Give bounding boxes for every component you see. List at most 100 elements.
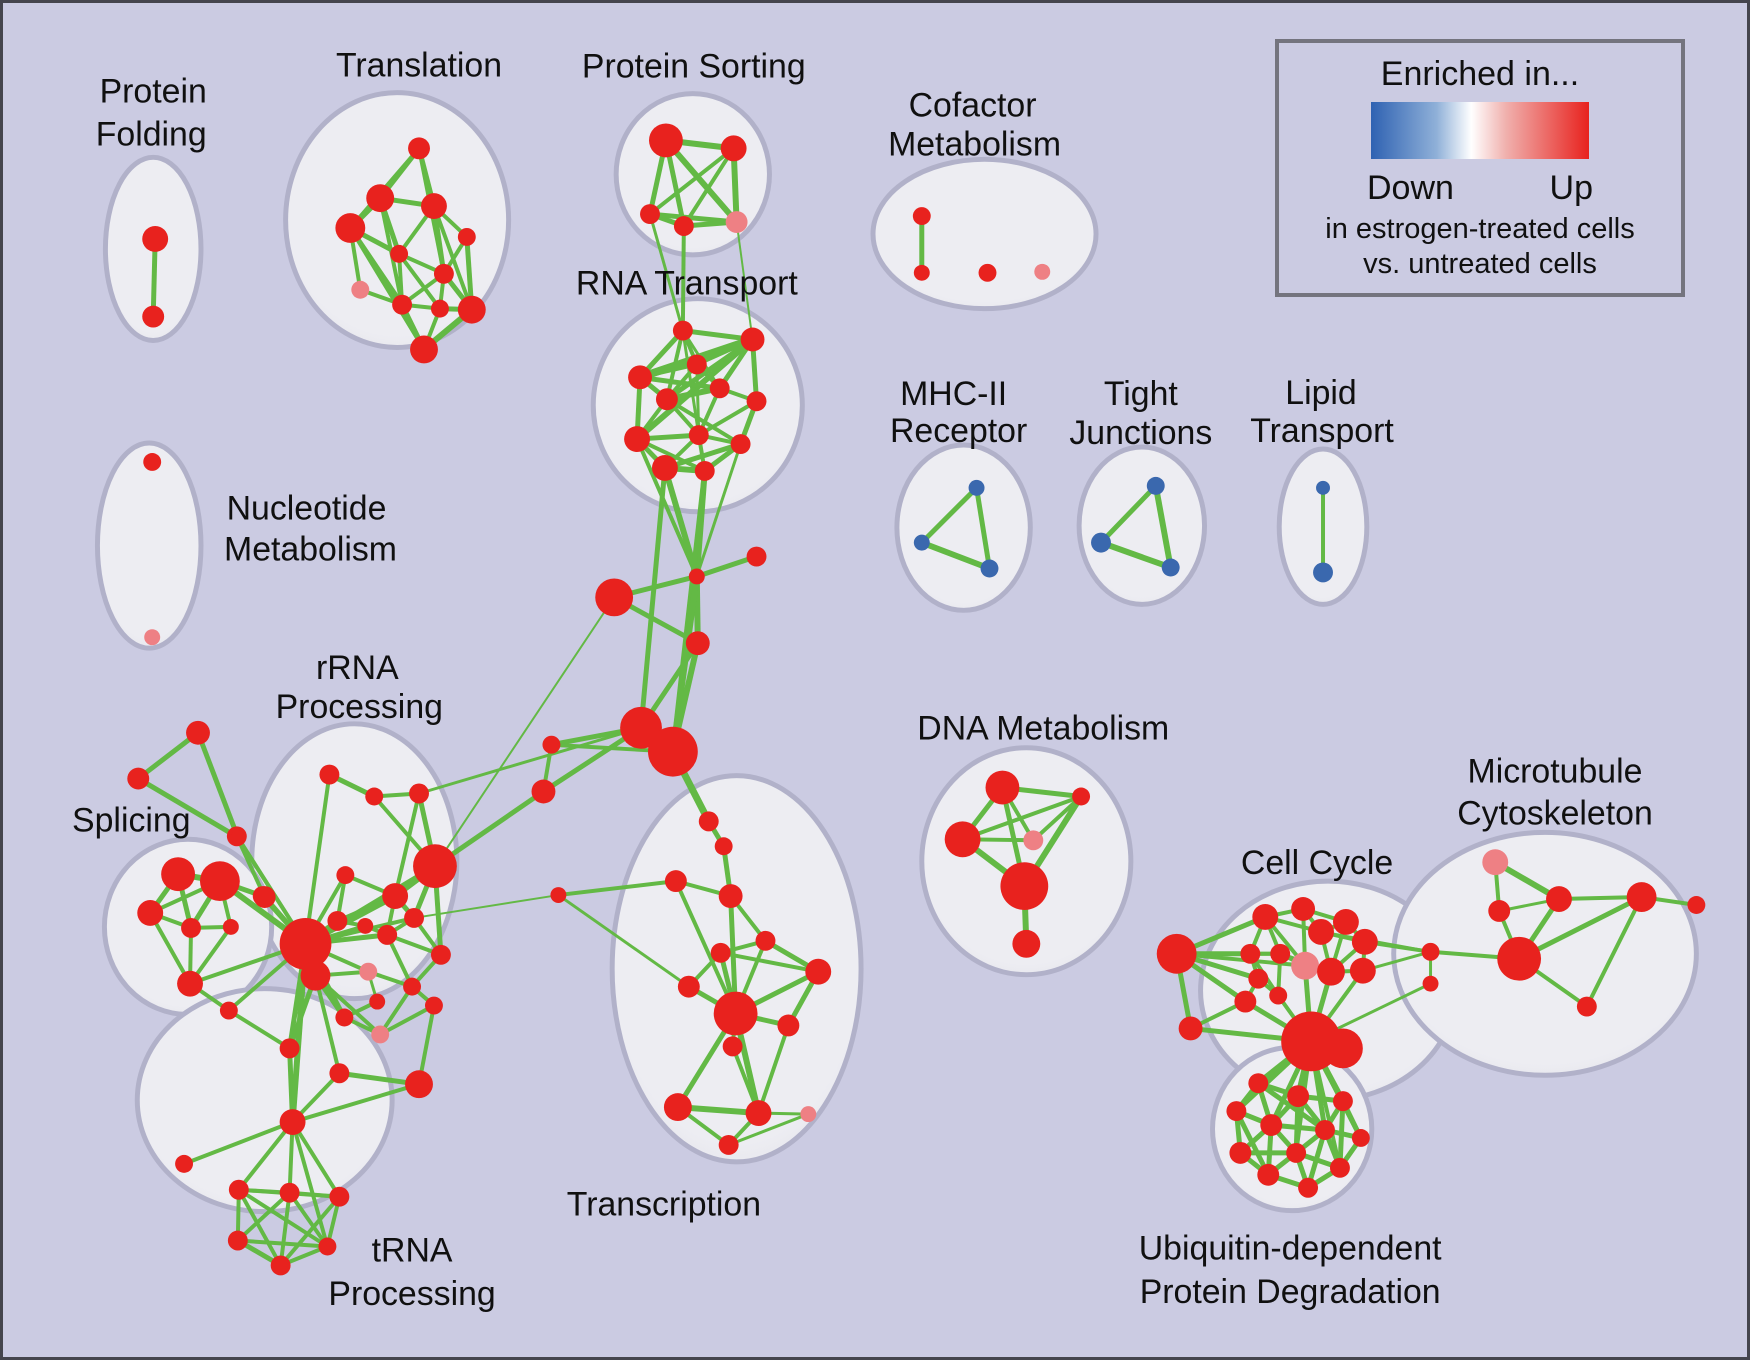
gene-set-node-q19 (369, 993, 386, 1010)
gene-set-node-q18 (424, 996, 443, 1015)
gene-set-node-q8 (382, 883, 409, 909)
gene-set-node-q20 (335, 1008, 354, 1027)
gene-set-node-e14 (1349, 957, 1376, 984)
edge (974, 487, 992, 569)
gene-set-node-t2 (366, 184, 395, 213)
edge (695, 364, 701, 436)
gene-set-node-v11 (777, 1014, 800, 1037)
legend-down-label: Down (1367, 169, 1454, 207)
gene-set-node-n8 (329, 1186, 350, 1207)
gene-set-node-q14 (300, 960, 331, 991)
gene-set-node-r4 (628, 365, 652, 390)
gene-set-node-q16 (359, 962, 378, 981)
edge (397, 252, 442, 310)
gene-set-node-v8 (805, 958, 832, 985)
edge (136, 730, 200, 781)
gene-set-node-v4 (718, 884, 743, 908)
gene-set-node-p7 (181, 917, 201, 938)
gene-set-node-r2 (740, 327, 765, 352)
cluster-ellipse-mhc-ii-receptor (894, 442, 1033, 613)
gene-set-node-f2 (913, 264, 930, 281)
edge (378, 985, 414, 1036)
gene-set-node-n2 (329, 1063, 350, 1084)
cluster-label: Transcription (567, 1186, 761, 1224)
edge (1152, 485, 1174, 569)
edge (665, 397, 742, 446)
gene-set-node-t1 (408, 137, 430, 160)
gene-set-node-e15 (1317, 957, 1345, 986)
edge (648, 146, 735, 216)
cluster-label: Folding (96, 115, 207, 153)
gene-set-node-q2 (365, 787, 384, 806)
edge (682, 147, 736, 228)
gene-set-node-n4 (279, 1109, 306, 1135)
edge (696, 554, 758, 579)
gene-set-node-u3 (1226, 1101, 1247, 1122)
gene-set-node-e9 (1269, 986, 1288, 1005)
edge (1099, 484, 1158, 545)
gene-set-node-e5 (1240, 943, 1261, 964)
gene-set-node-s5 (725, 211, 748, 233)
gene-set-node-r6 (655, 388, 678, 411)
edge (278, 1192, 292, 1266)
cluster-label: Protein Sorting (582, 48, 806, 86)
edge (638, 467, 668, 729)
cluster-label: Metabolism (888, 125, 1061, 163)
edge (1176, 951, 1306, 968)
gene-set-node-br2 (531, 779, 556, 804)
gene-set-node-v2 (714, 837, 733, 856)
gene-set-node-q1 (319, 764, 340, 785)
gene-set-node-n11 (270, 1255, 291, 1276)
gene-set-node-r5 (709, 378, 730, 399)
cluster-label: tRNA (372, 1231, 453, 1269)
gene-set-node-q13 (279, 917, 332, 970)
cluster-label: Microtubule (1468, 753, 1643, 791)
edge (728, 1112, 809, 1147)
gene-set-node-s1 (649, 123, 683, 158)
gene-set-node-mh2 (913, 534, 930, 551)
gene-set-node-d3 (944, 821, 981, 858)
gene-set-node-q21 (371, 1025, 390, 1044)
cluster-label: Protein Degradation (1140, 1273, 1441, 1311)
gene-set-node-c2 (746, 546, 767, 567)
gene-set-node-r7 (746, 391, 767, 412)
edge (195, 731, 241, 839)
gene-set-node-e4 (1308, 918, 1334, 945)
gene-set-node-v6 (710, 942, 731, 963)
edge (663, 138, 739, 224)
cluster-label: Translation (336, 47, 502, 85)
gene-set-node-u5 (1260, 1114, 1283, 1136)
edge (393, 793, 421, 897)
gene-set-node-m9 (1576, 996, 1597, 1017)
edge (635, 438, 699, 578)
gene-set-node-p9 (252, 886, 273, 906)
gene-set-node-d6 (1012, 929, 1041, 958)
gene-set-node-m7 (1626, 882, 1657, 912)
gene-set-node-c1 (688, 568, 705, 585)
cluster-label: Processing (328, 1275, 495, 1313)
legend-box: Enriched in... Down Up in estrogen-treat… (1275, 39, 1685, 297)
gene-set-node-s2 (720, 135, 747, 162)
edge (303, 774, 332, 945)
gene-set-node-s4 (673, 216, 694, 236)
gene-set-node-m4 (1497, 936, 1542, 981)
gene-set-node-n5 (175, 1154, 194, 1173)
gene-set-node-n9 (227, 1230, 248, 1251)
cluster-label: Junctions (1069, 414, 1212, 452)
edge (920, 486, 979, 545)
edge (680, 225, 686, 331)
edge (136, 776, 240, 840)
legend-caption-line1: in estrogen-treated cells (1325, 213, 1635, 245)
cluster-label: Nucleotide (227, 490, 387, 528)
gene-set-node-q12 (377, 924, 398, 945)
gene-set-node-p8 (222, 918, 239, 935)
gene-set-node-q11 (357, 917, 374, 934)
gene-set-node-e13 (1351, 928, 1378, 955)
gene-set-node-n1 (279, 1038, 300, 1059)
gene-set-node-mh1 (968, 479, 985, 496)
edge (639, 374, 721, 391)
gene-set-node-t10 (430, 299, 449, 318)
gene-set-node-n7 (279, 1182, 300, 1203)
cluster-label: Cell Cycle (1241, 844, 1393, 882)
cluster-label: Splicing (72, 801, 190, 839)
